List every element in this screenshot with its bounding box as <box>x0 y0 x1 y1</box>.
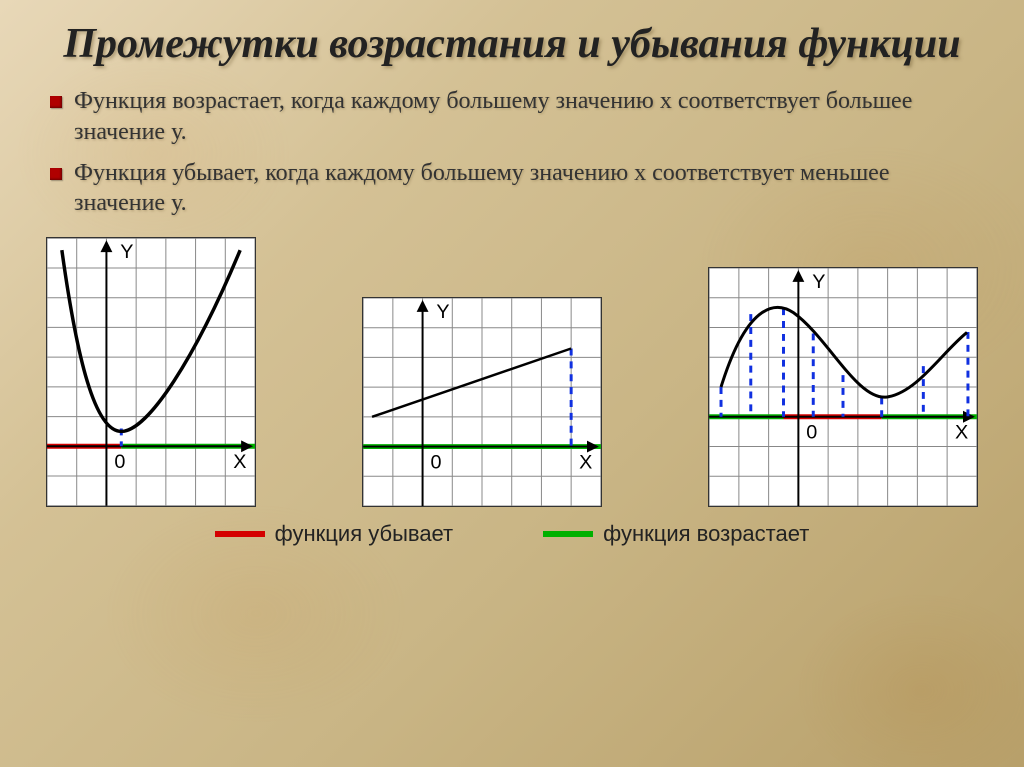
svg-text:0: 0 <box>430 452 441 474</box>
svg-text:0: 0 <box>114 451 125 473</box>
charts-row: Y X 0 Y X 0 Y X 0 <box>46 237 978 507</box>
bullet-text: Функция убывает, когда каждому большему … <box>74 160 889 217</box>
legend-swatch-red <box>215 531 265 537</box>
svg-text:Y: Y <box>120 241 133 263</box>
bullet-icon <box>50 96 62 108</box>
svg-text:X: X <box>955 422 968 444</box>
legend-increase: функция возрастает <box>543 521 809 547</box>
svg-text:0: 0 <box>806 422 817 444</box>
svg-text:X: X <box>579 452 592 474</box>
bullet-list: Функция возрастает, когда каждому больше… <box>40 86 984 219</box>
legend-label-decrease: функция убывает <box>275 521 453 547</box>
chart-parabola: Y X 0 <box>46 237 256 507</box>
slide-content: Промежутки возрастания и убывания функци… <box>0 0 1024 567</box>
chart-wave: Y X 0 <box>708 267 978 507</box>
svg-text:X: X <box>233 451 246 473</box>
svg-text:Y: Y <box>812 271 825 293</box>
legend-swatch-green <box>543 531 593 537</box>
bullet-item: Функция возрастает, когда каждому больше… <box>46 86 978 147</box>
slide-title: Промежутки возрастания и убывания функци… <box>40 20 984 68</box>
bullet-icon <box>50 168 62 180</box>
legend-label-increase: функция возрастает <box>603 521 809 547</box>
legend: функция убывает функция возрастает <box>40 521 984 547</box>
chart-line: Y X 0 <box>362 297 602 507</box>
bullet-text: Функция возрастает, когда каждому больше… <box>74 88 912 145</box>
bullet-item: Функция убывает, когда каждому большему … <box>46 158 978 219</box>
svg-text:Y: Y <box>436 301 449 323</box>
legend-decrease: функция убывает <box>215 521 453 547</box>
